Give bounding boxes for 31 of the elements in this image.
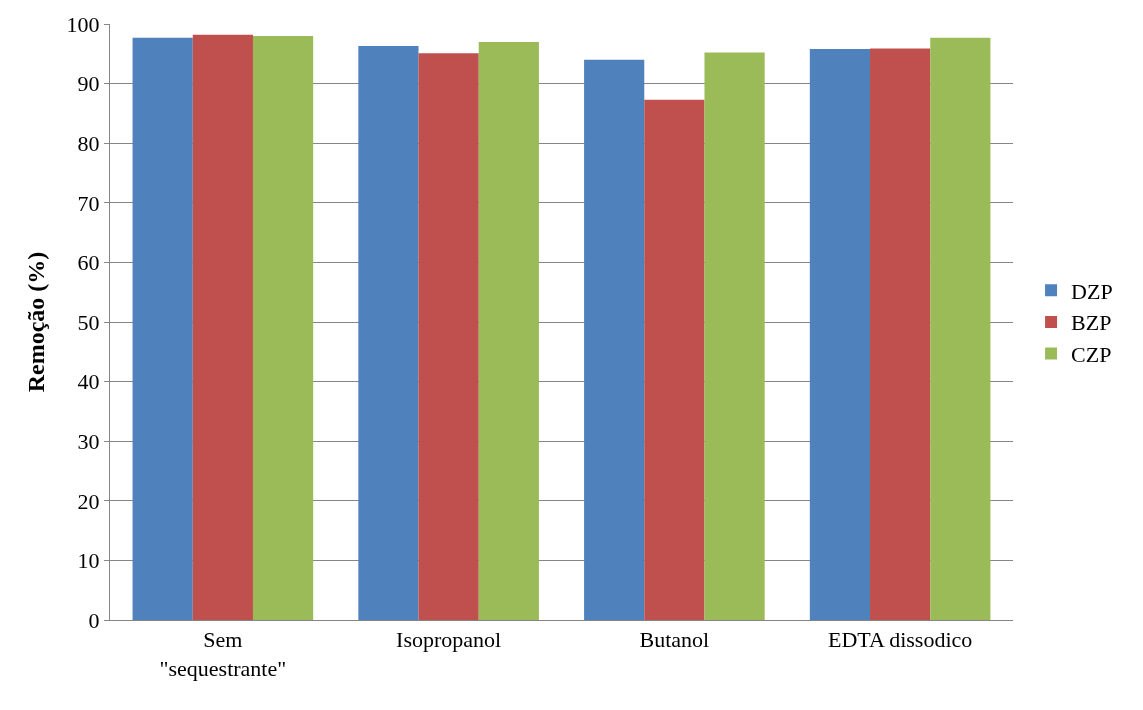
legend-label: CZP <box>1071 342 1112 368</box>
bar <box>704 52 765 620</box>
bar <box>478 41 539 620</box>
bar <box>132 37 193 620</box>
legend-label: DZP <box>1071 278 1113 304</box>
y-tick-label: 30 <box>77 428 100 454</box>
bar <box>418 53 479 620</box>
y-axis-title: Remoção (%) <box>22 251 49 393</box>
bar <box>584 59 645 620</box>
bar <box>644 99 705 620</box>
y-tick-label: 50 <box>77 309 100 335</box>
y-tick-label: 10 <box>77 548 100 574</box>
bar <box>870 48 931 620</box>
bar <box>358 46 419 620</box>
bar <box>930 37 991 620</box>
y-tick-label: 70 <box>77 190 100 216</box>
y-tick-label: 100 <box>66 11 100 37</box>
legend-label: BZP <box>1071 310 1112 336</box>
x-tick-label: Sem "sequestrante" <box>159 627 287 681</box>
y-tick-label: 80 <box>77 130 100 156</box>
y-tick-label: 90 <box>77 71 100 97</box>
bar <box>809 49 871 620</box>
y-tick-label: 20 <box>77 488 100 514</box>
y-tick-label: 40 <box>77 369 100 395</box>
x-tick-label: Isopropanol <box>396 627 502 653</box>
x-tick-label: EDTA dissodico <box>827 627 973 653</box>
y-tick-label: 0 <box>88 607 100 633</box>
bar <box>252 35 314 620</box>
x-tick-label: Butanol <box>639 627 710 653</box>
bar <box>192 34 253 620</box>
y-tick-label: 60 <box>77 250 100 276</box>
